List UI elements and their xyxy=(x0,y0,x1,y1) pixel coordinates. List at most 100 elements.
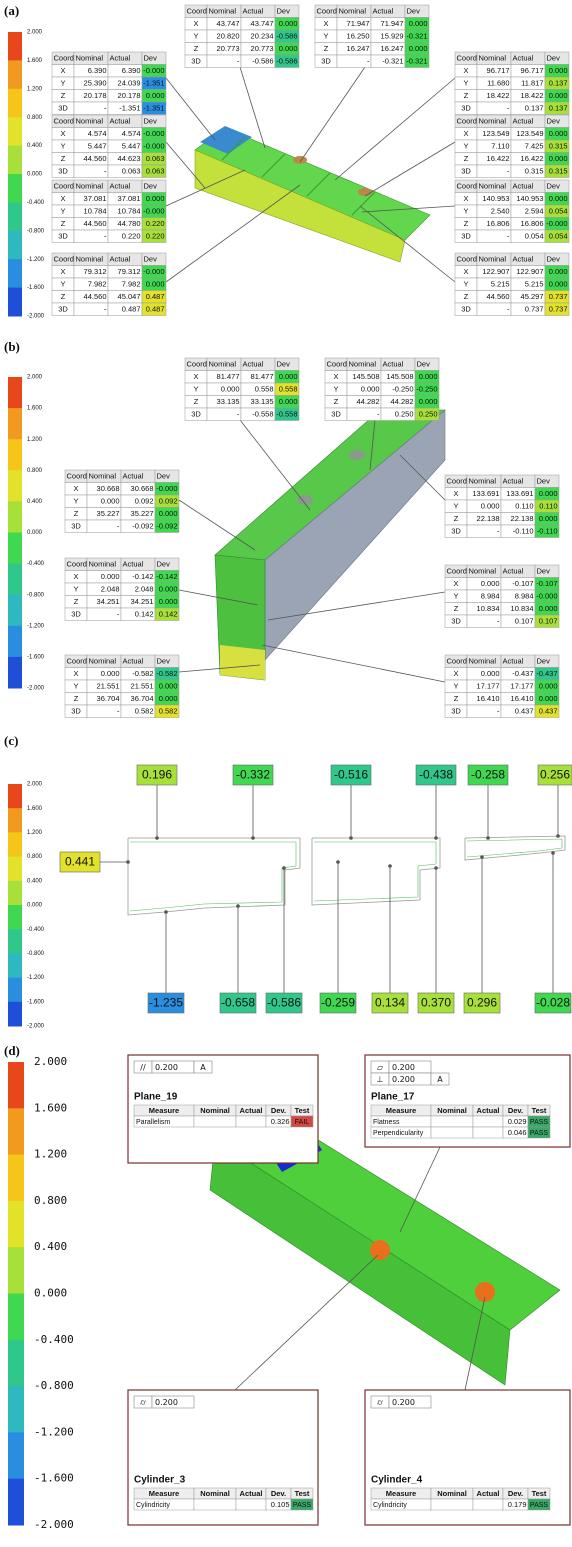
colorbar-band xyxy=(8,1108,24,1155)
table-value: 16.422 xyxy=(521,154,544,163)
table-value: X xyxy=(73,484,78,493)
table-value: 33.135 xyxy=(217,397,240,406)
table-value: 81.477 xyxy=(217,372,240,381)
colorbar-band xyxy=(8,89,22,118)
colorbar-label: 2.000 xyxy=(27,30,43,36)
table-value: 3D xyxy=(58,104,68,113)
table-value: 0.558 xyxy=(255,385,274,394)
table-value: 123.549 xyxy=(516,129,543,138)
deviation-table: Coord.NominalActualDevX30.66830.668-0.00… xyxy=(65,470,179,533)
table-value: -0.000 xyxy=(143,267,164,276)
table-value: -0.000 xyxy=(156,484,177,493)
table-header: Coord. xyxy=(67,472,90,481)
colorbar-label: 0.000 xyxy=(27,530,43,536)
probe-point xyxy=(164,910,168,914)
table-value: 0.054 xyxy=(549,207,568,216)
probe-point xyxy=(388,864,392,868)
table-value: 0.000 xyxy=(279,44,298,53)
table-value: -1.351 xyxy=(143,79,164,88)
table-value: 0.737 xyxy=(549,305,568,314)
table-value: -0.000 xyxy=(546,219,567,228)
table-header: Measure xyxy=(149,1106,179,1115)
table-value: 0.437 xyxy=(539,707,558,716)
table-header: Dev xyxy=(547,54,561,63)
table-value: 43.747 xyxy=(251,19,274,28)
table-header: Actual xyxy=(503,657,524,666)
table-value: Y xyxy=(453,502,458,511)
table-value: 3D xyxy=(451,527,461,536)
table-value: 145.508 xyxy=(352,372,379,381)
table-value: 0.000 xyxy=(419,397,438,406)
colorbar-label: 0.400 xyxy=(27,499,43,505)
table-value: 0.000 xyxy=(539,604,558,613)
table-value: 22.138 xyxy=(477,514,500,523)
table-value: 0.000 xyxy=(146,280,165,289)
table-value: X xyxy=(60,129,65,138)
leader-line xyxy=(335,78,455,180)
table-value: 0.487 xyxy=(146,305,165,314)
colorbar-label: 2.000 xyxy=(27,782,43,788)
table-header: Actual xyxy=(240,1106,263,1115)
colorbar-band xyxy=(8,1479,24,1526)
deviation-table: Coord.NominalActualDevX4.5744.574-0.000Y… xyxy=(52,115,166,178)
deviation-table: Coord.NominalActualDevX43.74743.7470.000… xyxy=(185,5,299,68)
table-value: -0.586 xyxy=(276,57,297,66)
table-value: 3D xyxy=(461,305,471,314)
table-value: 3D xyxy=(461,167,471,176)
table-value: 0.063 xyxy=(146,154,165,163)
table-value: X xyxy=(463,267,468,276)
colorbar-label: 0.800 xyxy=(27,115,43,121)
table-value: 140.953 xyxy=(516,194,543,203)
table-value: 0.137 xyxy=(549,104,568,113)
table-header: Nominal xyxy=(469,567,497,576)
figure: (a)2.0001.6001.2000.8000.4000.000-0.400-… xyxy=(0,0,572,1547)
table-value: 0.092 xyxy=(159,497,178,506)
table-value: 2.594 xyxy=(525,207,544,216)
table-value: 122.907 xyxy=(516,267,543,276)
table-value: -0.250 xyxy=(416,385,437,394)
deviation-value: -0.658 xyxy=(221,996,255,1010)
table-value: 8.984 xyxy=(481,592,500,601)
table-value: 6.390 xyxy=(122,66,141,75)
table-header: Dev xyxy=(547,255,561,264)
table-value: Y xyxy=(73,497,78,506)
table-header: Actual xyxy=(243,360,264,369)
table-value: 4.574 xyxy=(88,129,107,138)
table-header: Actual xyxy=(503,477,524,486)
colorbar-label: -2.000 xyxy=(27,686,45,692)
table-value: 10.834 xyxy=(511,604,534,613)
colorbar-band xyxy=(8,501,22,533)
feature-name: Plane_17 xyxy=(371,1092,415,1103)
table-value: 133.691 xyxy=(472,489,499,498)
colorbar-band xyxy=(8,202,22,231)
table-value: 45.297 xyxy=(521,292,544,301)
table-value: Y xyxy=(463,280,468,289)
colorbar-band xyxy=(8,1340,24,1387)
deviation-table: Coord.NominalActualDevX0.000-0.437-0.437… xyxy=(445,655,559,718)
table-value: Y xyxy=(333,385,338,394)
table-value: 96.717 xyxy=(521,66,544,75)
table-header: Actual xyxy=(123,472,144,481)
table-value: Y xyxy=(73,585,78,594)
table-header: Dev xyxy=(547,117,561,126)
table-value: X xyxy=(453,489,458,498)
table-value: 44.282 xyxy=(357,397,380,406)
table-value: 35.227 xyxy=(97,509,120,518)
panel-label: (a) xyxy=(4,3,19,18)
table-cell xyxy=(236,1116,266,1127)
table-header: Nominal xyxy=(76,255,104,264)
table-value: 0.000 xyxy=(419,372,438,381)
deviation-table: Coord.NominalActualDevX123.549123.5490.0… xyxy=(455,115,569,178)
table-header: Coord. xyxy=(457,255,480,264)
feature-name: Plane_19 xyxy=(134,1092,178,1103)
table-value: -0.321 xyxy=(406,32,427,41)
colorbar-label: 1.200 xyxy=(34,1148,67,1161)
table-value: 0.250 xyxy=(419,410,438,419)
colorbar-label: -1.600 xyxy=(27,285,45,291)
colorbar-label: 1.600 xyxy=(27,406,43,412)
table-cell xyxy=(431,1499,473,1510)
table-value: 0.737 xyxy=(549,292,568,301)
table-value: 36.704 xyxy=(131,694,154,703)
table-header: Nominal xyxy=(209,7,237,16)
